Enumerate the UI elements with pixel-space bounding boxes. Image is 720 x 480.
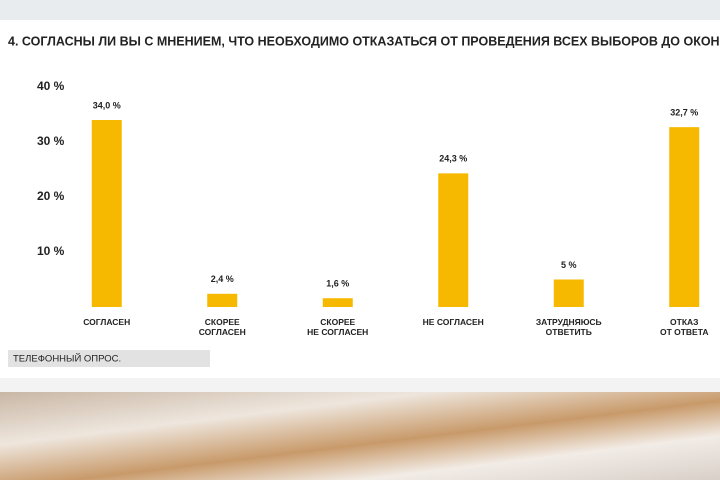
value-label: 24,3 % [439, 154, 467, 164]
top-strip [0, 0, 720, 20]
x-tick-label: ЗАТРУДНЯЮСЬ ОТВЕТИТЬ [535, 317, 602, 337]
bar [438, 173, 469, 307]
value-label: 2,4 % [211, 274, 234, 284]
x-tick-label: ОТКАЗ ОТ ОТВЕТА [659, 317, 709, 337]
value-label: 1,6 % [326, 279, 349, 289]
bar [553, 279, 584, 307]
y-tick-label: 10 % [37, 244, 65, 258]
y-tick-label: 20 % [37, 189, 65, 203]
bar [91, 120, 122, 307]
value-label: 32,7 % [670, 108, 698, 118]
footnote-bar [8, 350, 210, 367]
panel-edge [0, 378, 720, 392]
background-photo [0, 392, 720, 480]
chart-title: 4. СОГЛАСНЫ ЛИ ВЫ С МНЕНИЕМ, ЧТО НЕОБХОД… [8, 34, 720, 48]
bar [669, 127, 700, 308]
footnote: ТЕЛЕФОННЫЙ ОПРОС. [13, 353, 121, 365]
x-tick-label: СКОРЕЕ НЕ СОГЛАСЕН [307, 317, 369, 337]
bar [322, 298, 353, 307]
x-tick-label: СОГЛАСЕН [83, 317, 131, 327]
y-tick-label: 30 % [37, 134, 65, 148]
value-label: 34,0 % [93, 100, 121, 110]
x-tick-label: СКОРЕЕ СОГЛАСЕН [198, 317, 246, 337]
y-tick-label: 40 % [37, 79, 65, 93]
bar [207, 293, 238, 307]
value-label: 5 % [561, 260, 577, 270]
x-tick-label: НЕ СОГЛАСЕН [422, 317, 484, 327]
